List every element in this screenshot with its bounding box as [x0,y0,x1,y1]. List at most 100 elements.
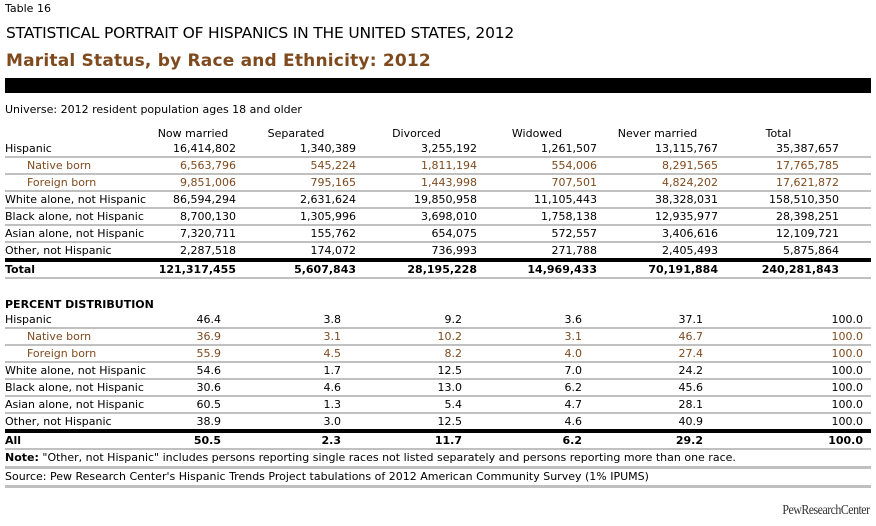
total-value: 6.2 [477,431,597,450]
note-label: Note: [5,451,39,464]
total-value: 2.3 [236,431,356,450]
cell-value: 1,443,998 [356,174,477,192]
cell-value: 3.0 [236,413,356,433]
total-label: Total [5,260,150,279]
row-label: Hispanic [5,312,150,329]
cell-value: 28,398,251 [718,208,871,226]
cell-value: 3.6 [477,312,597,329]
cell-value: 2,287,518 [150,242,236,262]
cell-value: 24.2 [597,362,718,380]
row-label: Black alone, not Hispanic [5,379,150,397]
cell-value: 3,406,616 [597,225,718,243]
cell-value: 7.0 [477,362,597,380]
total-value: 28,195,228 [356,260,477,279]
row-label: Asian alone, not Hispanic [5,225,150,243]
total-value: 121,317,455 [150,260,236,279]
cell-value: 54.6 [150,362,236,380]
title-divider [5,78,871,93]
total-value: 11.7 [356,431,477,450]
cell-value: 4.5 [236,345,356,363]
percent-heading-row: PERCENT DISTRIBUTION [5,297,871,312]
row-label: Native born [5,328,150,346]
cell-value: 9,851,006 [150,174,236,192]
cell-value: 1,340,389 [236,141,356,158]
source: Source: Pew Research Center's Hispanic T… [5,469,871,488]
total-value: 70,191,884 [597,260,718,279]
cell-value: 38.9 [150,413,236,433]
cell-value: 36.9 [150,328,236,346]
table-row: Asian alone, not Hispanic 7,320,711 155,76… [5,225,871,243]
cell-value: 707,501 [477,174,597,192]
cell-value: 100.0 [718,379,871,397]
cell-value: 554,006 [477,157,597,175]
column-header: Divorced [392,127,441,140]
cell-value: 2,631,624 [236,191,356,209]
cell-value: 155,762 [236,225,356,243]
cell-value: 11,105,443 [477,191,597,209]
cell-value: 17,621,872 [718,174,871,192]
table-row: Native born 36.9 3.1 10.2 3.1 46.7 100.0 [5,328,871,346]
cell-value: 28.1 [597,396,718,414]
table-row: Foreign born 55.9 4.5 8.2 4.0 27.4 100.0 [5,345,871,363]
report-title: STATISTICAL PORTRAIT OF HISPANICS IN THE… [6,24,515,42]
cell-value: 55.9 [150,345,236,363]
counts-table: Now married Separated Divorced Widowed Never… [5,126,871,279]
cell-value: 16,414,802 [150,141,236,158]
cell-value: 12.5 [356,413,477,433]
cell-value: 3,255,192 [356,141,477,158]
cell-value: 1,758,138 [477,208,597,226]
percent-heading: PERCENT DISTRIBUTION [5,298,154,311]
cell-value: 13.0 [356,379,477,397]
row-label: White alone, not Hispanic [5,362,150,380]
label-header [5,126,150,141]
cell-value: 1,305,996 [236,208,356,226]
row-label: Hispanic [5,141,150,158]
total-row: Total 121,317,455 5,607,843 28,195,228 14,96… [5,260,871,279]
row-label: Native born [5,157,150,175]
table-row: Black alone, not Hispanic 30.6 4.6 13.0 6.2 4… [5,379,871,397]
cell-value: 158,510,350 [718,191,871,209]
cell-value: 1,811,194 [356,157,477,175]
cell-value: 4.7 [477,396,597,414]
column-headers: Now married Separated Divorced Widowed Never… [5,126,871,141]
row-label: Foreign born [5,174,150,192]
cell-value: 12,109,721 [718,225,871,243]
cell-value: 6,563,796 [150,157,236,175]
cell-value: 12.5 [356,362,477,380]
cell-value: 3,698,010 [356,208,477,226]
note: Note: "Other, not Hispanic" includes per… [5,450,871,469]
table-row: Other, not Hispanic 2,287,518 174,072 736,9… [5,242,871,262]
table-title: Marital Status, by Race and Ethnicity: 2… [6,51,431,71]
total-value: 50.5 [150,431,236,450]
cell-value: 3.1 [236,328,356,346]
cell-value: 4.6 [236,379,356,397]
total-value: 240,281,843 [718,260,871,279]
cell-value: 6.2 [477,379,597,397]
cell-value: 795,165 [236,174,356,192]
cell-value: 60.5 [150,396,236,414]
row-label: Other, not Hispanic [5,413,150,433]
column-header: Now married [157,127,229,140]
column-header: Separated [267,127,325,140]
table-row: White alone, not Hispanic 86,594,294 2,631… [5,191,871,209]
cell-value: 545,224 [236,157,356,175]
cell-value: 174,072 [236,242,356,262]
cell-value: 7,320,711 [150,225,236,243]
cell-value: 38,328,031 [597,191,718,209]
cell-value: 46.7 [597,328,718,346]
cell-value: 17,765,785 [718,157,871,175]
cell-value: 4.0 [477,345,597,363]
cell-value: 35,387,657 [718,141,871,158]
cell-value: 736,993 [356,242,477,262]
percent-table: PERCENT DISTRIBUTION Hispanic 46.4 3.8 9.2 3… [5,297,871,450]
cell-value: 46.4 [150,312,236,329]
cell-value: 100.0 [718,396,871,414]
column-header: Never married [617,127,698,140]
table-row: Hispanic 16,414,802 1,340,389 3,255,192 1,26… [5,141,871,158]
table-row: White alone, not Hispanic 54.6 1.7 12.5 7.0 2… [5,362,871,380]
cell-value: 37.1 [597,312,718,329]
table-row: Native born 6,563,796 545,224 1,811,194 554,… [5,157,871,175]
cell-value: 572,557 [477,225,597,243]
cell-value: 3.8 [236,312,356,329]
pew-logo: PewResearchCenter [782,503,871,518]
